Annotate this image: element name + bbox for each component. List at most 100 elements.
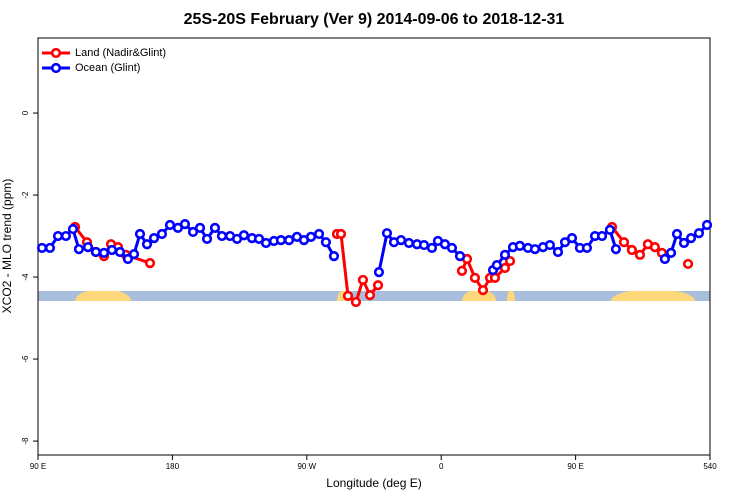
data-point <box>604 224 616 235</box>
data-point <box>350 296 362 308</box>
y-tick-label: 0 <box>21 110 30 115</box>
data-point <box>403 237 415 249</box>
data-point <box>559 237 571 248</box>
data-point <box>342 290 354 302</box>
data-point <box>44 242 56 254</box>
data-point <box>82 242 94 253</box>
legend-marker <box>50 47 62 59</box>
data-point <box>364 289 376 301</box>
x-tick-label: 90 W <box>297 462 316 471</box>
data-point <box>187 226 199 238</box>
data-point <box>60 230 72 242</box>
data-point <box>499 262 511 274</box>
data-point <box>701 219 713 231</box>
data-point <box>144 258 156 269</box>
data-point <box>426 242 438 254</box>
data-point <box>491 260 503 271</box>
data-point <box>201 233 213 245</box>
land-patch <box>507 291 515 301</box>
data-point <box>665 247 677 258</box>
data-point <box>395 235 407 246</box>
data-point <box>313 228 325 240</box>
data-point <box>489 272 501 283</box>
data-point <box>209 222 221 233</box>
data-point <box>148 232 160 244</box>
x-tick-label: 180 <box>166 462 180 471</box>
data-point <box>381 228 393 239</box>
data-point <box>52 230 64 242</box>
data-point <box>372 280 384 291</box>
data-point <box>128 248 140 260</box>
land-patch <box>75 291 131 301</box>
chart-title: 25S-20S February (Ver 9) 2014-09-06 to 2… <box>184 11 565 28</box>
data-point <box>305 231 317 242</box>
data-point <box>98 247 110 258</box>
data-point <box>659 253 671 265</box>
data-point <box>253 233 265 245</box>
y-tick-label: -2 <box>21 191 30 199</box>
data-point <box>544 239 556 251</box>
data-point <box>106 244 118 256</box>
data-point <box>260 237 272 249</box>
y-tick-label: -8 <box>21 437 30 445</box>
y-tick-label: -6 <box>21 355 30 363</box>
x-tick-label: 90 E <box>30 462 46 471</box>
land-patch <box>611 291 695 301</box>
data-point <box>67 223 79 235</box>
data-point <box>671 228 683 240</box>
data-point <box>179 219 191 230</box>
legend-label: Ocean (Glint) <box>75 62 140 74</box>
data-point <box>238 230 250 241</box>
data-point <box>649 242 660 253</box>
data-point <box>529 244 541 255</box>
x-tick-label: 540 <box>703 462 717 471</box>
legend-marker <box>50 62 62 74</box>
data-point <box>216 230 228 242</box>
data-point <box>194 222 206 233</box>
data-point <box>156 228 168 240</box>
data-point <box>134 228 146 240</box>
data-point <box>456 265 468 276</box>
data-point <box>373 267 385 278</box>
data-point <box>328 251 340 262</box>
data-point <box>504 255 516 267</box>
data-point <box>477 285 489 296</box>
data-point <box>566 232 578 244</box>
data-point <box>73 244 85 255</box>
data-point <box>514 240 525 251</box>
data-point <box>596 230 608 242</box>
data-point <box>320 237 332 248</box>
plot-frame <box>37 37 711 456</box>
data-point <box>499 249 511 261</box>
data-point <box>141 239 153 250</box>
data-point <box>122 253 133 265</box>
data-point <box>469 272 481 283</box>
data-point <box>634 249 646 261</box>
data-point <box>552 246 564 258</box>
data-point <box>36 242 48 254</box>
data-point <box>357 274 369 286</box>
x-tick-label: 0 <box>439 462 444 471</box>
y-axis-label: XCO2 - MLO trend (ppm) <box>0 179 14 314</box>
data-point <box>454 251 466 262</box>
x-axis-label: Longitude (deg E) <box>326 476 421 490</box>
data-point <box>581 242 593 254</box>
data-point <box>685 232 697 244</box>
data-point <box>418 239 430 251</box>
data-point <box>626 244 637 256</box>
y-tick-label: -4 <box>21 273 30 281</box>
data-point <box>682 258 694 270</box>
data-point <box>114 246 126 258</box>
data-point <box>283 235 295 246</box>
data-point <box>618 237 630 248</box>
data-point <box>90 246 102 258</box>
legend-label: Land (Nadir&Glint) <box>75 47 166 59</box>
data-point <box>693 228 705 239</box>
land-patch <box>462 291 496 301</box>
data-point <box>335 228 347 240</box>
data-point <box>610 244 622 255</box>
data-point <box>275 235 287 246</box>
data-point <box>164 219 176 231</box>
data-point <box>678 237 690 249</box>
